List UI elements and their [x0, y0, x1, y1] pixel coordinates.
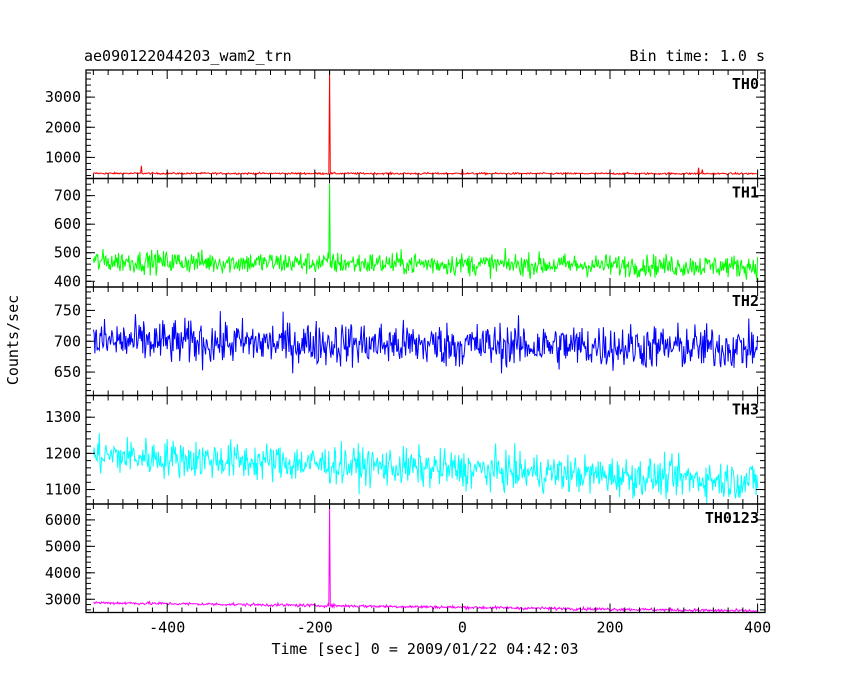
series-line-th1 [92, 184, 759, 281]
panel-frame [85, 69, 766, 180]
x-tick-label: 200 [596, 619, 623, 637]
x-tick-label: 0 [458, 619, 467, 637]
x-tick-label: -200 [297, 619, 333, 637]
y-tick-label: 750 [54, 301, 81, 319]
panel-frame [85, 503, 766, 614]
panel-th0: 1000 2000 3000 TH0 [45, 69, 766, 180]
y-tick-label: 1300 [45, 408, 81, 426]
y-axis-label: Counts/sec [4, 295, 22, 385]
panel-label: TH1 [732, 184, 759, 202]
panel-label: TH2 [732, 292, 759, 310]
series-line-th3 [92, 433, 759, 505]
y-tick-label: 700 [54, 332, 81, 350]
panel-th3: 1100 1200 1300 TH3 [45, 394, 766, 505]
panel-label: TH0 [732, 75, 759, 93]
x-tick-label: 400 [744, 619, 771, 637]
y-tick-label: 1000 [45, 148, 81, 166]
bin-time-label: Bin time: 1.0 s [630, 47, 765, 65]
y-tick-label: 2000 [45, 118, 81, 136]
y-tick-label: 5000 [45, 537, 81, 555]
series-line-th0123 [93, 506, 759, 614]
x-tick-label: -400 [149, 619, 185, 637]
panel-frame [85, 177, 766, 288]
panel-label: TH3 [732, 401, 759, 419]
series-line-th2 [92, 311, 759, 374]
figure-title: ae090122044203_wam2_trn [84, 47, 292, 65]
y-tick-label: 6000 [45, 511, 81, 529]
y-tick-label: 400 [54, 272, 81, 290]
y-tick-label: 3000 [45, 590, 81, 608]
y-tick-label: 1200 [45, 444, 81, 462]
panel-label: TH0123 [705, 509, 759, 527]
y-tick-label: 500 [54, 244, 81, 262]
y-tick-label: 650 [54, 363, 81, 381]
y-tick-label: 4000 [45, 564, 81, 582]
y-tick-label: 700 [54, 187, 81, 205]
panel-th1: 400 500 600 700 TH1 [54, 177, 766, 290]
y-tick-label: 600 [54, 215, 81, 233]
y-tick-label: 3000 [45, 88, 81, 106]
panel-th0123: 3000 4000 5000 6000 TH0123 [45, 503, 766, 614]
series-line-th0 [93, 69, 758, 176]
panel-frame [85, 394, 766, 505]
y-tick-label: 1100 [45, 481, 81, 499]
panel-th2: 650 700 750 TH2 [54, 286, 766, 397]
x-axis-label: Time [sec] 0 = 2009/01/22 04:42:03 [271, 640, 578, 658]
